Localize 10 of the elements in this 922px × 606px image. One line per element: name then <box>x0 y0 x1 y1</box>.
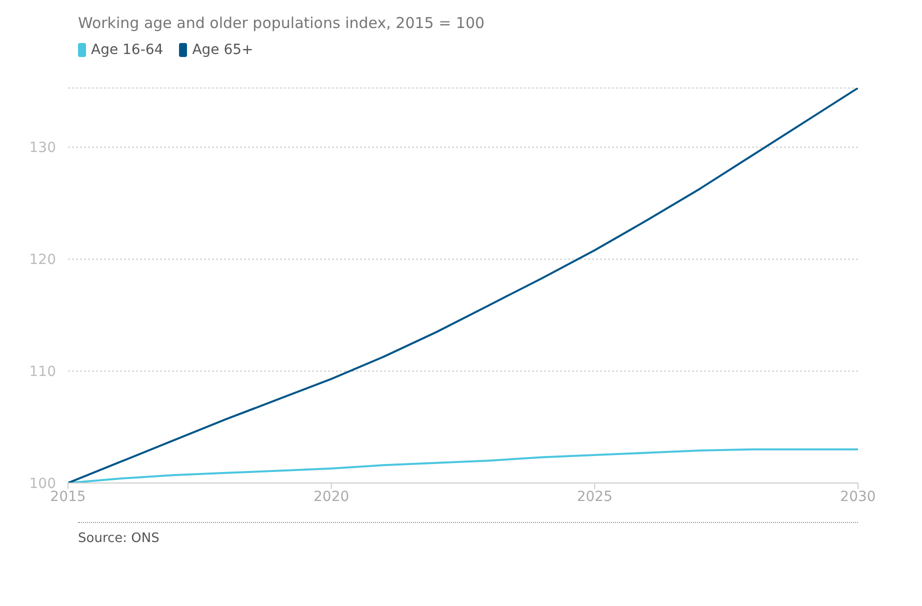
y-tick-label: 130 <box>29 140 56 156</box>
y-tick-label: 110 <box>29 364 56 380</box>
x-tick-label: 2025 <box>576 488 612 505</box>
source-note: Source: ONS <box>78 531 160 546</box>
legend-label: Age 16-64 <box>91 42 164 58</box>
x-tick-label: 2030 <box>840 488 876 505</box>
legend-label: Age 65+ <box>192 42 254 58</box>
x-tick-label: 2020 <box>314 488 350 505</box>
y-tick-label: 120 <box>29 252 56 268</box>
chart-title: Working age and older populations index, 2015 = 100 <box>78 14 486 32</box>
